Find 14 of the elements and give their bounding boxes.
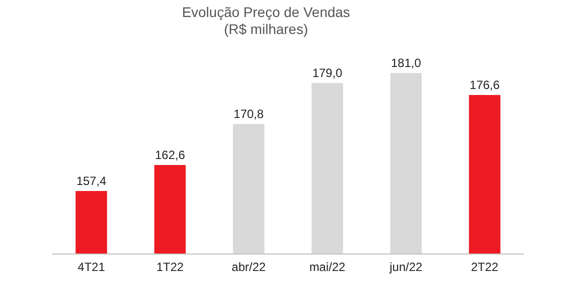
x-tick-label: 2T22 <box>470 260 499 274</box>
data-label: 162,6 <box>154 148 186 162</box>
data-label: 157,4 <box>76 174 107 188</box>
chart-title: Evolução Preço de Vendas <box>182 4 350 20</box>
x-tick-label: abr/22 <box>232 260 266 274</box>
data-label: 179,0 <box>312 66 343 80</box>
data-label: 176,6 <box>470 78 500 92</box>
data-label: 170,8 <box>234 107 264 121</box>
x-tick-label: 1T22 <box>156 260 184 274</box>
data-label: 181,0 <box>390 56 422 70</box>
x-tick-label: 4T21 <box>78 260 106 274</box>
chart-subtitle: (R$ milhares) <box>224 21 308 37</box>
x-tick-label: jun/22 <box>388 260 423 274</box>
x-tick-label: mai/22 <box>309 260 346 274</box>
